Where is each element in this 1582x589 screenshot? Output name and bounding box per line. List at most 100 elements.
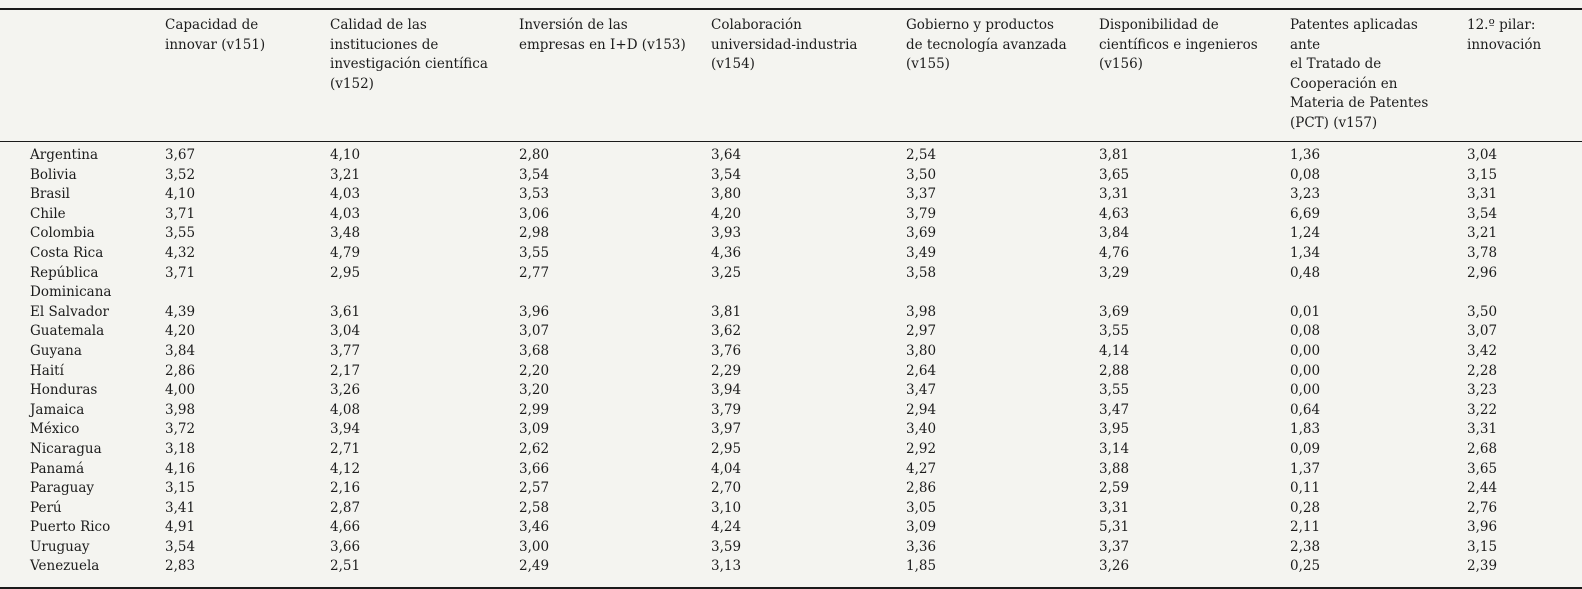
value-cell: 3,62 <box>711 323 742 340</box>
country-cell: Haití <box>30 362 64 379</box>
table-row: Jamaica 3,98 4,08 2,99 3,79 2,94 3,47 0,64 3,22 <box>0 401 1582 421</box>
table-body: Argentina 3,67 4,10 2,80 3,64 2,54 3,81 1,36 3,0… <box>0 142 1582 589</box>
value-cell: 4,36 <box>711 244 742 261</box>
value-cell: 3,23 <box>1467 382 1498 399</box>
value-cell: 2,11 <box>1290 519 1321 536</box>
value-cell: 3,65 <box>1099 166 1130 183</box>
value-cell: 2,20 <box>519 362 550 379</box>
value-cell: 3,31 <box>1467 421 1498 438</box>
value-cell: 1,85 <box>906 558 937 575</box>
value-cell: 2,97 <box>906 323 937 340</box>
value-cell: 4,32 <box>165 244 196 261</box>
table-row: Haití 2,86 2,17 2,20 2,29 2,64 2,88 0,00 2,28 <box>0 362 1582 382</box>
value-cell: 3,94 <box>330 421 361 438</box>
value-cell: 2,16 <box>330 480 361 497</box>
value-cell: 3,31 <box>1467 186 1498 203</box>
value-cell: 3,66 <box>330 538 361 555</box>
value-cell: 2,94 <box>906 401 937 418</box>
value-cell: 3,26 <box>1099 558 1130 575</box>
table-row: Honduras 4,00 3,26 3,20 3,94 3,47 3,55 0,00 3,23 <box>0 381 1582 401</box>
table-row: Brasil 4,10 4,03 3,53 3,80 3,37 3,31 3,23 3,31 <box>0 185 1582 205</box>
value-cell: 2,76 <box>1467 499 1498 516</box>
value-cell: 3,23 <box>1290 186 1321 203</box>
column-header: Disponibilidad de científicos e ingenier… <box>1099 9 1290 142</box>
table-row: México 3,72 3,94 3,09 3,97 3,40 3,95 1,83 3,31 <box>0 420 1582 440</box>
country-cell: Panamá <box>30 460 85 477</box>
value-cell: 0,00 <box>1290 342 1321 359</box>
value-cell: 0,28 <box>1290 499 1321 516</box>
country-cell: Honduras <box>30 382 98 399</box>
value-cell: 6,69 <box>1290 205 1321 222</box>
value-cell: 2,99 <box>519 401 550 418</box>
value-cell: 2,92 <box>906 440 937 457</box>
table-row: Paraguay 3,15 2,16 2,57 2,70 2,86 2,59 0,11 2,44 <box>0 479 1582 499</box>
country-cell: Paraguay <box>30 480 95 497</box>
value-cell: 3,79 <box>711 401 742 418</box>
value-cell: 3,04 <box>1467 147 1498 163</box>
country-cell: Bolivia <box>30 166 77 183</box>
value-cell: 3,29 <box>1099 264 1130 281</box>
value-cell: 4,14 <box>1099 342 1130 359</box>
value-cell: 3,21 <box>1467 225 1498 242</box>
table-row: Bolivia 3,52 3,21 3,54 3,54 3,50 3,65 0,08 3,15 <box>0 166 1582 186</box>
value-cell: 3,31 <box>1099 499 1130 516</box>
country-cell: República Dominicana <box>30 264 112 301</box>
value-cell: 3,55 <box>1099 323 1130 340</box>
value-cell: 2,86 <box>165 362 196 379</box>
country-cell: México <box>30 421 80 438</box>
country-cell: Uruguay <box>30 538 90 555</box>
value-cell: 1,83 <box>1290 421 1321 438</box>
value-cell: 4,04 <box>711 460 742 477</box>
value-cell: 3,52 <box>165 166 196 183</box>
value-cell: 3,55 <box>165 225 196 242</box>
value-cell: 3,84 <box>165 342 196 359</box>
value-cell: 3,58 <box>906 264 937 281</box>
value-cell: 2,96 <box>1467 264 1498 281</box>
value-cell: 4,03 <box>330 205 361 222</box>
value-cell: 2,80 <box>519 147 550 163</box>
value-cell: 2,77 <box>519 264 550 281</box>
value-cell: 3,88 <box>1099 460 1130 477</box>
header-row: Capacidad de innovar (v151) Calidad de la… <box>0 9 1582 142</box>
value-cell: 3,76 <box>711 342 742 359</box>
value-cell: 2,58 <box>519 499 550 516</box>
value-cell: 3,54 <box>1467 205 1498 222</box>
value-cell: 4,63 <box>1099 205 1130 222</box>
value-cell: 2,86 <box>906 480 937 497</box>
value-cell: 0,01 <box>1290 303 1321 320</box>
value-cell: 4,27 <box>906 460 937 477</box>
value-cell: 3,68 <box>519 342 550 359</box>
value-cell: 2,49 <box>519 558 550 575</box>
table-row: El Salvador 4,39 3,61 3,96 3,81 3,98 3,69 0,01 3… <box>0 303 1582 323</box>
value-cell: 3,18 <box>165 440 196 457</box>
value-cell: 0,09 <box>1290 440 1321 457</box>
value-cell: 4,16 <box>165 460 196 477</box>
value-cell: 2,64 <box>906 362 937 379</box>
value-cell: 3,26 <box>330 382 361 399</box>
value-cell: 3,65 <box>1467 460 1498 477</box>
value-cell: 3,07 <box>519 323 550 340</box>
value-cell: 2,88 <box>1099 362 1130 379</box>
country-cell: Jamaica <box>30 401 85 418</box>
table-row: Argentina 3,67 4,10 2,80 3,64 2,54 3,81 1,36 3,0… <box>0 142 1582 166</box>
value-cell: 0,48 <box>1290 264 1321 281</box>
value-cell: 3,40 <box>906 421 937 438</box>
value-cell: 2,44 <box>1467 480 1498 497</box>
value-cell: 2,95 <box>711 440 742 457</box>
value-cell: 4,08 <box>330 401 361 418</box>
country-cell: Perú <box>30 499 62 516</box>
value-cell: 0,11 <box>1290 480 1321 497</box>
value-cell: 3,81 <box>711 303 742 320</box>
value-cell: 3,71 <box>165 264 196 281</box>
value-cell: 3,36 <box>906 538 937 555</box>
value-cell: 3,10 <box>711 499 742 516</box>
value-cell: 3,46 <box>519 519 550 536</box>
value-cell: 4,79 <box>330 244 361 261</box>
table-row: Nicaragua 3,18 2,71 2,62 2,95 2,92 3,14 0,09 2,6… <box>0 440 1582 460</box>
corner-header-cell <box>0 9 165 142</box>
value-cell: 4,20 <box>165 323 196 340</box>
value-cell: 2,95 <box>330 264 361 281</box>
value-cell: 3,06 <box>519 205 550 222</box>
value-cell: 2,38 <box>1290 538 1321 555</box>
